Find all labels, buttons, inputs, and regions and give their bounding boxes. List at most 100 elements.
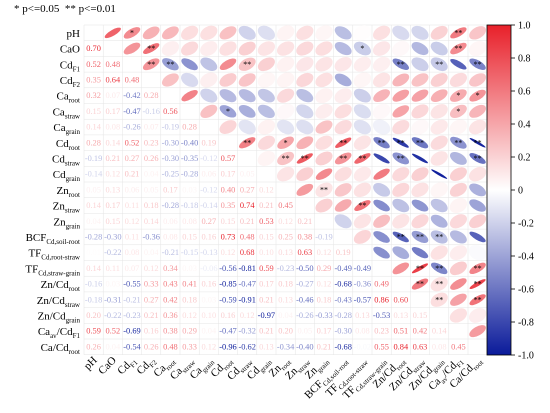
correlation-ellipse	[430, 135, 448, 150]
correlation-ellipse	[392, 105, 410, 118]
correlation-ellipse	[257, 104, 275, 118]
significance-mark: **	[243, 138, 251, 147]
correlation-value: -0.96	[219, 342, 236, 351]
correlation-value: 0.35	[86, 75, 101, 84]
correlation-value: -0.18	[85, 295, 102, 304]
correlation-value: 0.03	[182, 264, 197, 273]
correlation-value: 0.29	[317, 264, 332, 273]
significance-mark: *	[130, 28, 134, 37]
correlation-value: 0.13	[278, 248, 293, 257]
correlation-value: -0.53	[373, 311, 390, 320]
correlation-value: 0.17	[259, 280, 274, 289]
correlation-ellipse	[450, 89, 467, 102]
correlation-value: -0.30	[104, 232, 121, 241]
correlation-value: 0.49	[374, 280, 389, 289]
correlation-value: 0.12	[317, 248, 332, 257]
correlation-value: -0.21	[123, 295, 140, 304]
row-label: pH	[67, 28, 81, 40]
correlation-ellipse	[373, 137, 390, 149]
correlation-ellipse	[123, 42, 141, 55]
correlation-value: 0.18	[144, 201, 159, 210]
correlation-ellipse	[219, 105, 237, 118]
correlation-ellipse	[257, 88, 275, 103]
colorbar-tick-label: -0.6	[518, 285, 534, 296]
correlation-value: -0.22	[104, 311, 121, 320]
correlation-ellipse	[334, 152, 352, 165]
correlation-ellipse	[181, 41, 199, 56]
correlation-ellipse	[392, 58, 410, 70]
correlation-ellipse	[257, 72, 276, 88]
correlation-ellipse	[449, 261, 467, 276]
correlation-value: 0.38	[163, 327, 178, 336]
correlation-value: 0.19	[336, 248, 351, 257]
correlation-value: 0.05	[86, 185, 101, 194]
significance-mark: **	[397, 60, 405, 69]
correlation-ellipse	[142, 26, 160, 40]
correlation-ellipse	[315, 25, 333, 41]
correlation-value: 0.12	[182, 311, 197, 320]
correlation-ellipse	[238, 25, 256, 40]
correlation-ellipse	[296, 153, 313, 164]
correlation-value: -0.57	[354, 295, 371, 304]
correlation-value: 0.11	[125, 232, 139, 241]
correlation-ellipse	[200, 88, 218, 103]
correlation-value: 0.14	[144, 217, 159, 226]
correlation-value: -0.23	[123, 311, 140, 320]
correlation-ellipse	[449, 72, 467, 88]
significance-mark: **	[339, 138, 347, 147]
correlation-ellipse	[468, 40, 487, 57]
correlation-value: 0.27	[240, 185, 255, 194]
correlation-value: -0.19	[162, 123, 179, 132]
colorbar-tick-label: -0.8	[518, 318, 534, 329]
colorbar-gradient	[486, 24, 512, 356]
correlation-ellipse	[373, 231, 390, 243]
correlation-value: -0.12	[200, 185, 217, 194]
significance-mark: **	[435, 264, 443, 273]
correlation-ellipse	[200, 57, 218, 71]
correlation-ellipse	[276, 56, 295, 72]
correlation-value: 0.08	[125, 248, 140, 257]
correlation-ellipse	[161, 26, 179, 40]
correlation-ellipse	[373, 25, 391, 41]
correlation-value: 0.04	[86, 217, 101, 226]
row-label: CdF2	[60, 75, 81, 89]
correlation-ellipse	[469, 104, 486, 118]
correlation-ellipse	[238, 89, 256, 103]
correlation-value: 0.12	[221, 248, 236, 257]
correlation-value: 0.18	[182, 295, 197, 304]
correlation-ellipse	[392, 137, 409, 148]
correlation-ellipse	[392, 262, 410, 275]
correlation-value: 0.15	[86, 107, 101, 116]
significance-mark: **	[147, 44, 155, 53]
correlation-value: -0.14	[200, 201, 218, 210]
correlation-ellipse	[469, 58, 486, 70]
correlation-value: 0.15	[221, 217, 236, 226]
correlation-value: 0.21	[144, 311, 159, 320]
correlation-ellipse	[469, 325, 486, 338]
correlation-ellipse	[392, 213, 410, 229]
row-label: Cagrain	[53, 122, 80, 136]
correlation-value: 0.06	[125, 185, 140, 194]
correlation-value: 0.13	[393, 311, 408, 320]
correlation-value: 0.23	[144, 138, 159, 147]
correlation-value: 0.28	[182, 123, 197, 132]
correlation-ellipse	[315, 182, 333, 198]
correlation-value: -0.33	[315, 311, 332, 320]
correlation-ellipse	[469, 138, 486, 148]
correlation-ellipse	[353, 135, 372, 151]
colorbar-tick-label: 0.4	[518, 120, 531, 131]
correlation-ellipse	[392, 198, 410, 213]
significance-mark: **	[435, 60, 443, 69]
correlation-value: -0.12	[200, 154, 217, 163]
row-label: TFCd,straw-grain	[25, 263, 80, 277]
correlation-value: -0.47	[219, 327, 236, 336]
correlation-ellipse	[372, 119, 391, 135]
correlation-ellipse	[315, 198, 333, 213]
colorbar: 1.0 0.8 0.6 0.4 0.2 0 -0.2 -0.4 -0.6 -0.8 -1.0	[486, 21, 534, 362]
significance-mark: **	[454, 28, 462, 37]
correlation-value: -0.19	[85, 154, 102, 163]
correlation-ellipse	[277, 151, 295, 166]
correlation-ellipse	[296, 25, 314, 41]
correlation-value: 0.52	[125, 138, 140, 147]
correlation-value: -0.18	[181, 201, 198, 210]
